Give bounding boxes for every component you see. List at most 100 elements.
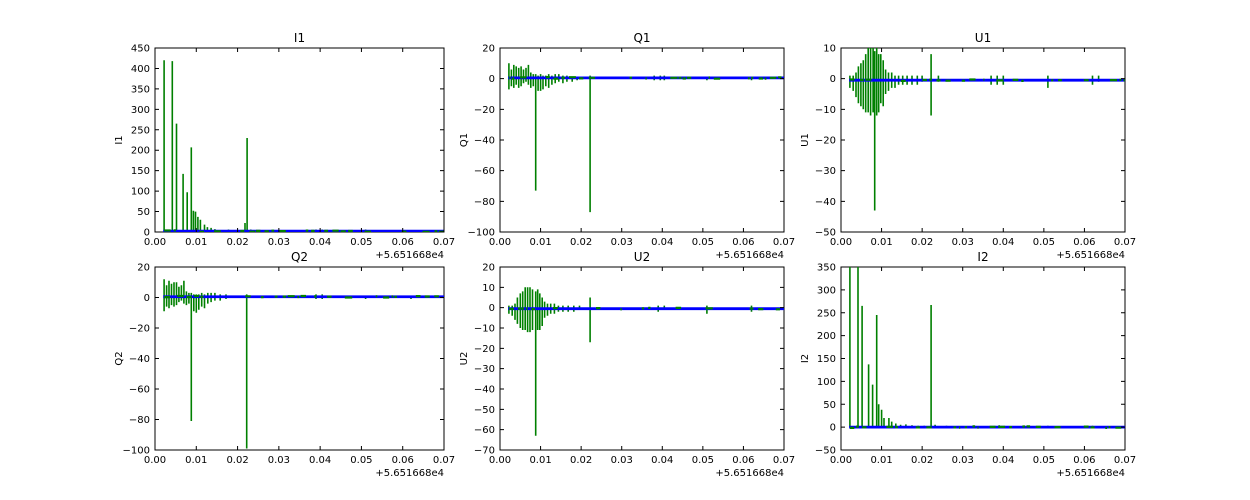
x-tick-label: 0.05 xyxy=(692,455,714,466)
x-tick-label: 0.03 xyxy=(952,455,974,466)
x-tick-label: 0.03 xyxy=(268,455,290,466)
subplot-title: U1 xyxy=(975,31,991,45)
y-tick-label: −80 xyxy=(474,197,495,208)
x-tick-label: 0.01 xyxy=(185,237,207,248)
x-tick-label: 0.00 xyxy=(489,455,511,466)
y-tick-label: 250 xyxy=(817,308,836,319)
x-tick-label: 0.06 xyxy=(392,237,414,248)
y-tick-label: 200 xyxy=(131,146,150,157)
y-tick-label: 100 xyxy=(817,377,836,388)
y-tick-label: 0 xyxy=(144,228,150,239)
x-tick-label: 0.06 xyxy=(1073,237,1095,248)
subplot-U1: 0.00 0.01 0.02 0.03 0.04 0.05 0.06 0.07 −50 −40 −3… xyxy=(800,31,1136,261)
y-axis-label: I1 xyxy=(114,135,125,144)
x-tick-label: 0.06 xyxy=(732,455,754,466)
x-axis-offset-label: +5.651668e4 xyxy=(375,468,444,479)
y-tick-label: −20 xyxy=(129,324,150,335)
subplot-title: I2 xyxy=(977,250,988,264)
x-tick-label: 0.03 xyxy=(952,237,974,248)
y-tick-label: −20 xyxy=(815,136,836,147)
x-tick-label: 0.03 xyxy=(268,237,290,248)
subplot-title: I1 xyxy=(294,31,305,45)
x-tick-label: 0.00 xyxy=(489,237,511,248)
y-tick-label: 300 xyxy=(131,105,150,116)
x-tick-label: 0.04 xyxy=(309,455,331,466)
y-tick-label: 250 xyxy=(131,125,150,136)
subplot-title: Q1 xyxy=(633,31,650,45)
data-series-Q1 xyxy=(508,63,784,213)
y-tick-label: −50 xyxy=(815,228,836,239)
subplot-title: Q2 xyxy=(291,250,308,264)
y-axis-label: U1 xyxy=(800,133,811,147)
y-tick-label: 0 xyxy=(144,293,150,304)
x-axis-offset-label: +5.651668e4 xyxy=(715,468,784,479)
x-tick-label: 0.07 xyxy=(1114,455,1136,466)
x-tick-label: 0.01 xyxy=(870,237,892,248)
subplot-Q1: 0.00 0.01 0.02 0.03 0.04 0.05 0.06 0.07 −100 −80 −… xyxy=(459,31,795,261)
y-tick-label: 20 xyxy=(137,263,150,274)
y-tick-label: −20 xyxy=(474,344,495,355)
x-tick-label: 0.06 xyxy=(1073,455,1095,466)
y-tick-label: 450 xyxy=(131,44,150,55)
y-tick-label: 50 xyxy=(823,400,836,411)
x-tick-label: 0.04 xyxy=(651,237,673,248)
x-tick-label: 0.06 xyxy=(732,237,754,248)
data-series-I2 xyxy=(849,267,1125,429)
y-tick-label: −30 xyxy=(815,166,836,177)
y-tick-label: 150 xyxy=(131,166,150,177)
y-tick-label: −40 xyxy=(474,136,495,147)
x-axis-offset-label: +5.651668e4 xyxy=(1056,250,1125,261)
y-tick-label: 0 xyxy=(489,303,495,314)
y-tick-label: 150 xyxy=(817,354,836,365)
x-tick-label: 0.02 xyxy=(911,455,933,466)
subplot-I1: 0.00 0.01 0.02 0.03 0.04 0.05 0.06 0.07 0 50 100 15… xyxy=(114,31,455,261)
y-tick-label: −10 xyxy=(474,324,495,335)
y-axis-label: Q1 xyxy=(459,133,470,147)
y-tick-label: −100 xyxy=(468,228,495,239)
y-tick-label: −70 xyxy=(474,446,495,457)
y-tick-label: 300 xyxy=(817,285,836,296)
x-tick-label: 0.02 xyxy=(226,237,248,248)
x-tick-label: 0.07 xyxy=(1114,237,1136,248)
x-tick-label: 0.05 xyxy=(350,237,372,248)
y-axis-label: I2 xyxy=(800,354,811,363)
x-tick-label: 0.07 xyxy=(433,237,455,248)
y-tick-label: 10 xyxy=(482,283,495,294)
subplot-Q2: 0.00 0.01 0.02 0.03 0.04 0.05 0.06 0.07 −100 −80 −… xyxy=(114,250,455,479)
x-tick-label: 0.02 xyxy=(570,237,592,248)
y-tick-label: 0 xyxy=(489,74,495,85)
x-tick-label: 0.00 xyxy=(830,455,852,466)
y-tick-label: −50 xyxy=(474,405,495,416)
x-tick-label: 0.02 xyxy=(570,455,592,466)
x-tick-label: 0.04 xyxy=(992,455,1014,466)
x-tick-label: 0.07 xyxy=(433,455,455,466)
y-tick-label: 50 xyxy=(137,207,150,218)
x-tick-label: 0.03 xyxy=(611,455,633,466)
x-tick-label: 0.05 xyxy=(350,455,372,466)
y-tick-label: 200 xyxy=(817,331,836,342)
x-axis-offset-label: +5.651668e4 xyxy=(375,250,444,261)
y-tick-label: 350 xyxy=(817,263,836,274)
x-tick-label: 0.06 xyxy=(392,455,414,466)
y-tick-label: −40 xyxy=(815,197,836,208)
y-tick-label: −40 xyxy=(474,385,495,396)
y-tick-label: −10 xyxy=(815,105,836,116)
y-axis-label: U2 xyxy=(459,352,470,366)
x-tick-label: 0.01 xyxy=(185,455,207,466)
y-tick-label: 20 xyxy=(482,44,495,55)
data-series-U1 xyxy=(849,48,1125,211)
x-axis-offset-label: +5.651668e4 xyxy=(1056,468,1125,479)
x-tick-label: 0.07 xyxy=(773,455,795,466)
y-tick-label: −80 xyxy=(129,415,150,426)
x-tick-label: 0.05 xyxy=(1033,455,1055,466)
y-tick-label: 400 xyxy=(131,64,150,75)
x-tick-label: 0.01 xyxy=(529,237,551,248)
y-tick-label: −40 xyxy=(129,354,150,365)
y-tick-label: −20 xyxy=(474,105,495,116)
y-tick-label: −60 xyxy=(474,166,495,177)
subplot-I2: 0.00 0.01 0.02 0.03 0.04 0.05 0.06 0.07 −50 0 50 10… xyxy=(800,250,1136,479)
data-series-U2 xyxy=(508,287,784,436)
y-tick-label: −60 xyxy=(474,425,495,436)
